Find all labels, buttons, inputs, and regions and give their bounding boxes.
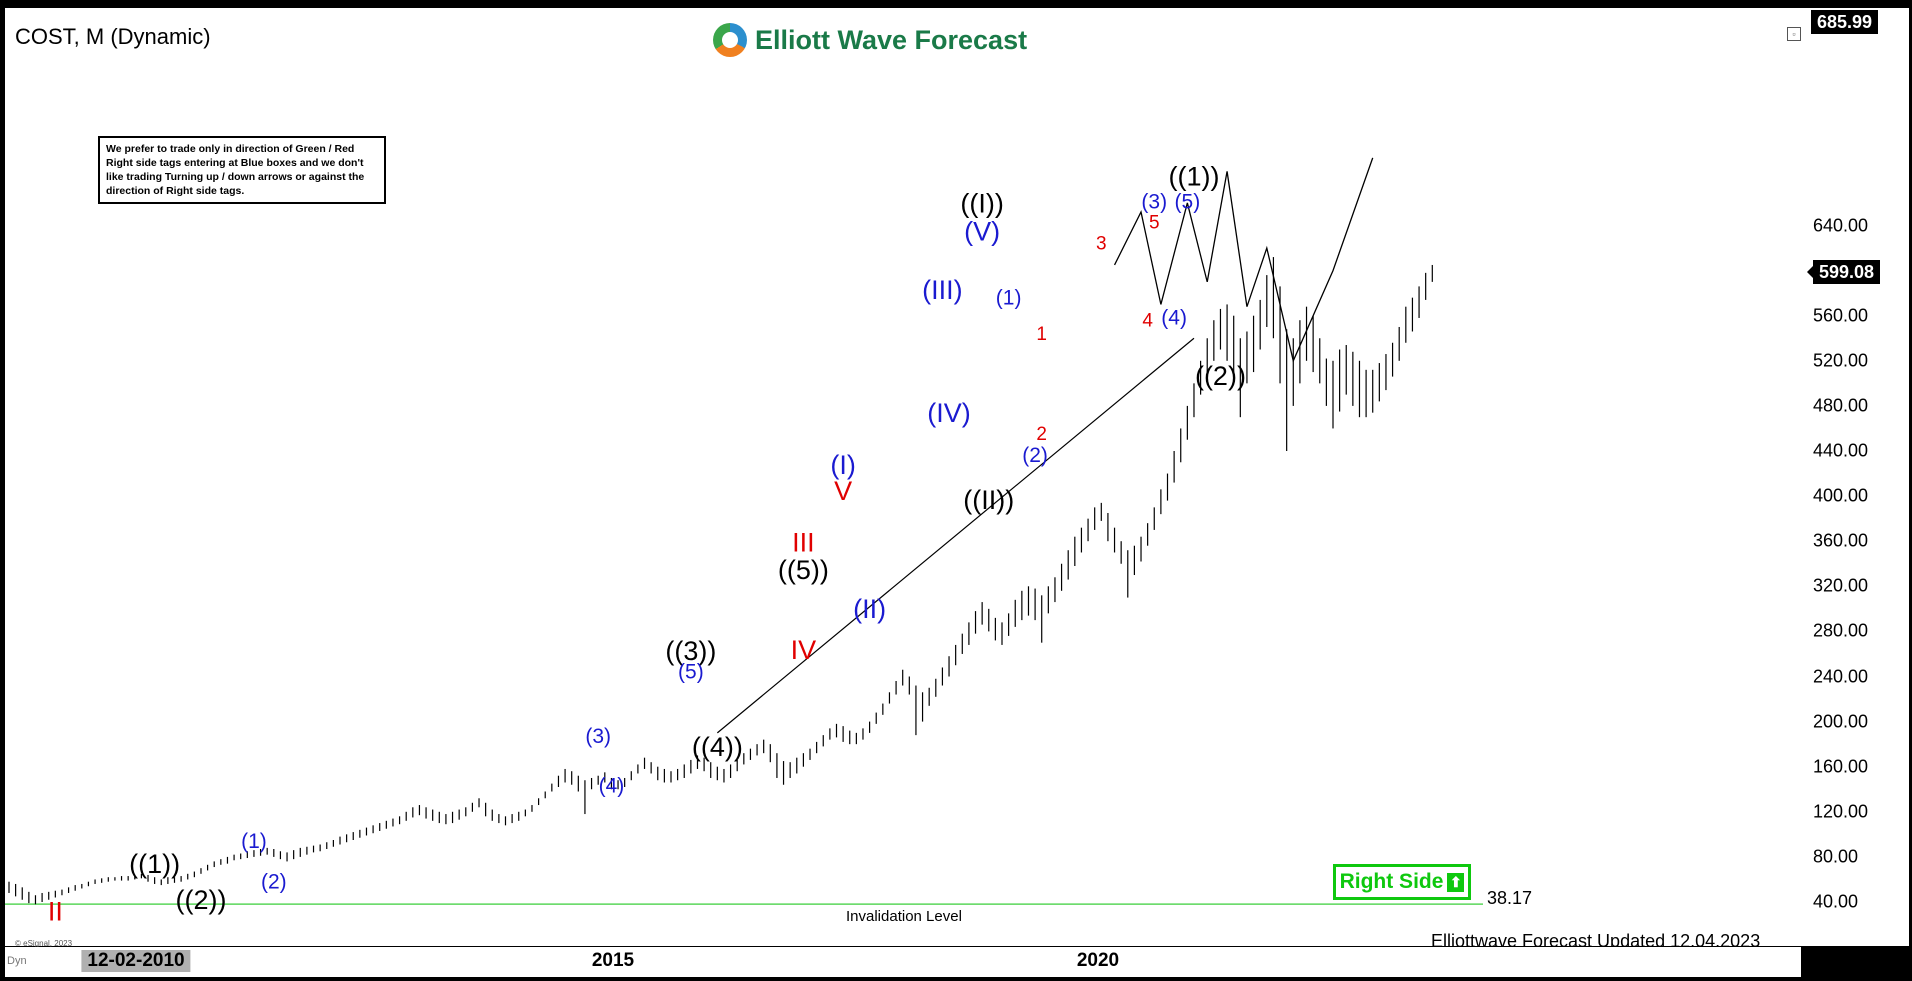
wave-label: (4) — [599, 775, 625, 798]
wave-label: (5) — [678, 661, 704, 684]
wave-label: II — [48, 896, 63, 926]
price-tick-label: 360.00 — [1813, 530, 1869, 551]
trading-note: We prefer to trade only in direction of … — [98, 136, 386, 204]
wave-label: ((1)) — [1168, 161, 1219, 191]
restore-window-icon[interactable]: ▫ — [1787, 27, 1801, 41]
wave-label: (V) — [964, 217, 1000, 247]
invalidation-value: 38.17 — [1487, 888, 1533, 908]
wave-label: (5) — [1175, 190, 1201, 213]
time-axis[interactable]: Dyn 12-02-2010 2015 2020 — [5, 947, 1801, 977]
wave-label: 4 — [1142, 310, 1153, 331]
price-tick-label: 320.00 — [1813, 575, 1869, 596]
symbol-title: COST, M (Dynamic) — [15, 24, 211, 49]
wave-label: IV — [791, 635, 817, 665]
wave-label: ((2)) — [1195, 361, 1246, 391]
dynamic-corner-label: Dyn — [7, 955, 27, 967]
price-tick-label: 120.00 — [1813, 801, 1869, 822]
wave-label: (2) — [1022, 444, 1048, 467]
price-tick-label: 440.00 — [1813, 440, 1869, 461]
update-footer: Elliottwave Forecast Updated 12.04.2023 — [1431, 931, 1761, 951]
wave-label: ((2)) — [175, 885, 226, 915]
wave-label: ((4)) — [692, 732, 743, 762]
time-tick-label: 2020 — [1076, 950, 1120, 971]
wave-label: 5 — [1149, 212, 1160, 233]
price-tick-label: 200.00 — [1813, 711, 1869, 732]
plot-area[interactable]: II ((1)) ((2)) (1) (2) (3) (4) ((3)) (5) ((4)) III… — [5, 8, 1801, 951]
time-tick-label: 12-02-2010 — [81, 950, 191, 972]
wave-label: ((I)) — [960, 188, 1003, 218]
wave-label: (4) — [1161, 307, 1187, 330]
wave-label: (1) — [996, 286, 1022, 309]
right-side-tag: Right Side ⬆ — [1333, 864, 1471, 900]
wave-label: (IV) — [927, 398, 971, 428]
wave-label: (I) — [830, 450, 855, 480]
wave-label: (1) — [241, 830, 267, 853]
price-tick-label: 80.00 — [1813, 846, 1859, 867]
trend-line — [716, 337, 1195, 734]
top-price-label: 685.99 — [1811, 10, 1879, 34]
wave-label: (III) — [922, 275, 963, 305]
price-tick-label: 480.00 — [1813, 395, 1869, 416]
wave-label: ((1)) — [129, 849, 180, 879]
wave-label: 2 — [1036, 424, 1047, 445]
current-price-label: 599.08 — [1807, 259, 1881, 284]
wave-label: III — [792, 528, 815, 558]
up-arrow-icon: ⬆ — [1447, 872, 1465, 892]
wave-label: (3) — [1141, 190, 1167, 213]
wave-label: 3 — [1096, 234, 1107, 255]
wave-label: ((II)) — [963, 485, 1014, 515]
logo-text: Elliott Wave Forecast — [755, 24, 1028, 55]
wave-label: 1 — [1036, 324, 1047, 345]
invalidation-label: Invalidation Level — [846, 908, 962, 925]
price-tick-label: 520.00 — [1813, 350, 1869, 371]
price-tick-label: 400.00 — [1813, 485, 1869, 506]
copyright: © eSignal, 2023 — [15, 939, 73, 948]
projection-path — [1113, 157, 1374, 363]
wave-label: ((3)) — [665, 636, 716, 666]
price-tick-label: 280.00 — [1813, 620, 1869, 641]
price-tick-label: 640.00 — [1813, 215, 1869, 235]
brand-logo: Elliott Wave Forecast — [713, 21, 1027, 59]
price-chart[interactable]: II((1))((2))(1)(2)(3)(4)((3))(5)((4))III… — [5, 8, 1801, 946]
price-pointer-icon — [1807, 259, 1819, 284]
wave-label: (2) — [261, 870, 287, 893]
price-tick-label: 160.00 — [1813, 756, 1869, 777]
wave-label: V — [834, 476, 852, 506]
wave-label: ((5)) — [778, 555, 829, 585]
price-tick-label: 40.00 — [1813, 891, 1859, 912]
tri-color-swirl-icon — [713, 23, 747, 57]
time-tick-label: 2015 — [591, 950, 635, 971]
right-side-label: Right Side — [1339, 870, 1444, 893]
wave-label: (3) — [585, 725, 611, 748]
wave-label: (II) — [853, 594, 886, 624]
price-tick-label: 240.00 — [1813, 666, 1869, 686]
price-axis[interactable]: 640.00600.00560.00520.00480.00440.00400.… — [1801, 8, 1909, 946]
price-tick-label: 560.00 — [1813, 305, 1869, 326]
